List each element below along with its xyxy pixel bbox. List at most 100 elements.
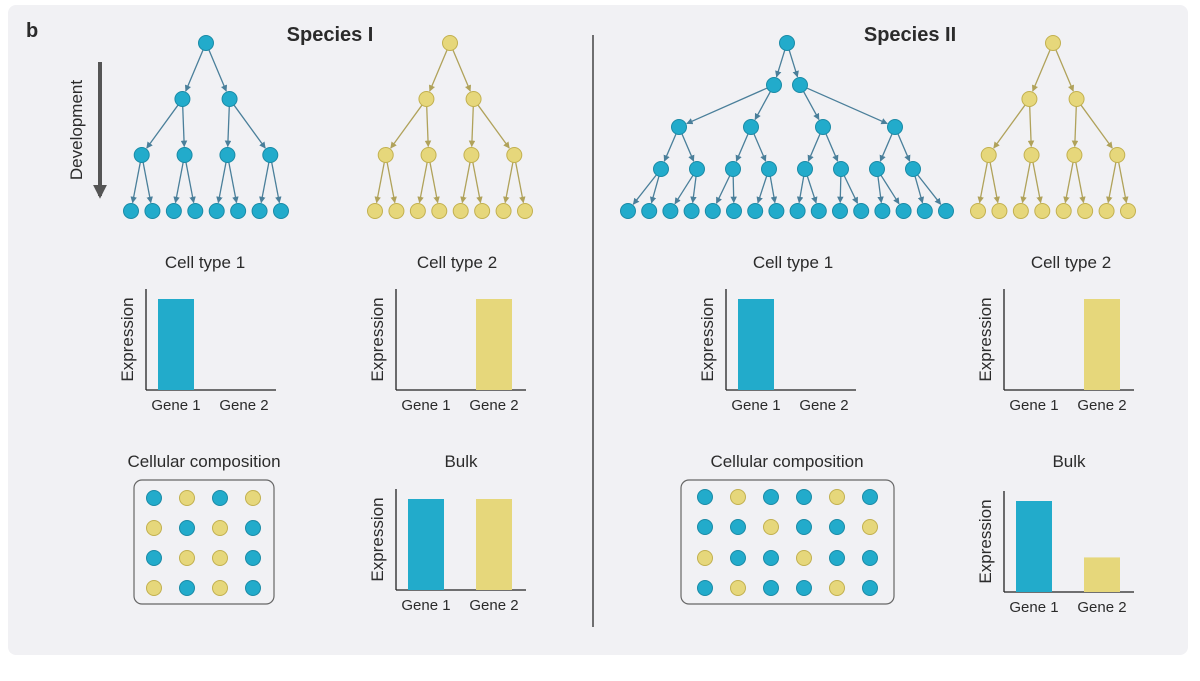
cell-node — [683, 203, 700, 219]
lineage-edge — [515, 162, 526, 204]
cell-node — [198, 35, 214, 51]
cell-node — [1120, 203, 1136, 219]
cell-blue — [146, 490, 162, 506]
lineage-edge — [224, 106, 232, 148]
lineage-edge — [142, 162, 153, 204]
x-tick-label: Gene 1 — [731, 397, 780, 414]
lineage-edge — [216, 162, 227, 204]
cell-node — [792, 77, 808, 93]
lineage-edge — [879, 133, 893, 162]
cell-yellow — [212, 520, 228, 536]
cell-node — [874, 203, 891, 219]
cell-node — [766, 77, 782, 93]
cell-node — [938, 203, 954, 219]
lineage-edge — [477, 104, 510, 149]
species-2-title: Species II — [864, 24, 956, 46]
lineage-edge — [233, 104, 266, 149]
bar-gene-1 — [158, 299, 194, 390]
lineage-edge — [674, 174, 694, 205]
s1-bulk-title: Bulk — [444, 452, 478, 471]
cell-node — [725, 161, 741, 177]
s1-composition-grid — [133, 479, 275, 605]
s2-composition-title: Cellular composition — [710, 452, 863, 471]
x-tick-label: Gene 1 — [1009, 599, 1058, 616]
bar-gene-2 — [1084, 557, 1120, 592]
lineage-edge — [806, 175, 818, 204]
lineage-edge — [1071, 106, 1079, 148]
x-tick-label: Gene 2 — [469, 597, 518, 614]
cell-blue — [730, 519, 746, 535]
s1-cell-type-2-chart: Gene 1 Gene 2 Expression — [368, 289, 526, 414]
lineage-edge — [877, 176, 884, 204]
y-axis-label: Expression — [368, 297, 387, 381]
cell-node — [620, 203, 636, 219]
cell-node — [187, 203, 204, 219]
y-axis-label: Expression — [118, 297, 137, 381]
lineage-edge — [837, 176, 844, 204]
s1-cell-type-1-title: Cell type 1 — [165, 253, 245, 272]
lineage-edge — [259, 162, 270, 204]
s1-cell-type-2-title: Cell type 2 — [417, 253, 497, 272]
cell-node — [887, 119, 903, 135]
cell-blue — [245, 550, 261, 566]
cell-blue — [212, 490, 228, 506]
lineage-tree-s2-blue — [620, 35, 954, 219]
cell-blue — [862, 489, 878, 505]
lineage-edge — [1106, 162, 1117, 204]
lineage-edge — [424, 106, 432, 148]
cell-node — [689, 161, 705, 177]
lineage-edge — [429, 162, 440, 204]
x-tick-label: Gene 2 — [469, 397, 518, 414]
cell-blue — [245, 520, 261, 536]
species-1-title: Species I — [287, 24, 374, 46]
cell-yellow — [146, 580, 162, 596]
x-tick-label: Gene 1 — [401, 597, 450, 614]
cell-node — [452, 203, 469, 219]
lineage-edge — [185, 49, 204, 92]
cell-yellow — [730, 489, 746, 505]
cell-node — [463, 147, 480, 163]
cell-blue — [179, 580, 195, 596]
cell-node — [208, 203, 225, 219]
cell-node — [671, 119, 687, 135]
cell-node — [810, 203, 827, 219]
cell-node — [1077, 203, 1094, 219]
cell-blue — [796, 489, 812, 505]
lineage-edge — [989, 162, 1000, 204]
lineage-edge — [754, 91, 771, 121]
cell-blue — [697, 519, 713, 535]
cell-blue — [862, 550, 878, 566]
cell-node — [230, 203, 247, 219]
cell-node — [970, 203, 986, 219]
lineage-edge — [993, 104, 1026, 149]
bar-gene-2 — [1084, 299, 1120, 390]
lineage-edge — [185, 162, 196, 204]
cell-blue — [697, 489, 713, 505]
lineage-edge — [690, 176, 697, 204]
lineage-edge — [649, 176, 660, 204]
y-axis-label: Expression — [368, 497, 387, 581]
cell-node — [273, 203, 289, 219]
s1-composition-title: Cellular composition — [127, 452, 280, 471]
lineage-edge — [977, 162, 988, 204]
s1-cell-type-1-chart: Gene 1 Gene 2 Expression — [118, 289, 276, 414]
cell-node — [747, 203, 764, 219]
lineage-edge — [1118, 162, 1129, 204]
lineage-tree-s2-yellow — [970, 35, 1136, 219]
lineage-edge — [208, 49, 227, 92]
cell-node — [895, 203, 912, 219]
cell-yellow — [862, 519, 878, 535]
y-axis-label: Expression — [976, 499, 995, 583]
cell-node — [165, 203, 182, 219]
cell-node — [1023, 147, 1040, 163]
lineage-edge — [1055, 49, 1074, 92]
cell-node — [409, 203, 426, 219]
x-tick-label: Gene 1 — [401, 397, 450, 414]
cell-node — [833, 161, 849, 177]
cell-node — [367, 203, 383, 219]
cell-yellow — [730, 580, 746, 596]
lineage-edge — [468, 106, 476, 148]
cell-node — [797, 161, 813, 177]
cell-node — [704, 203, 721, 219]
lineage-edge — [880, 174, 900, 205]
